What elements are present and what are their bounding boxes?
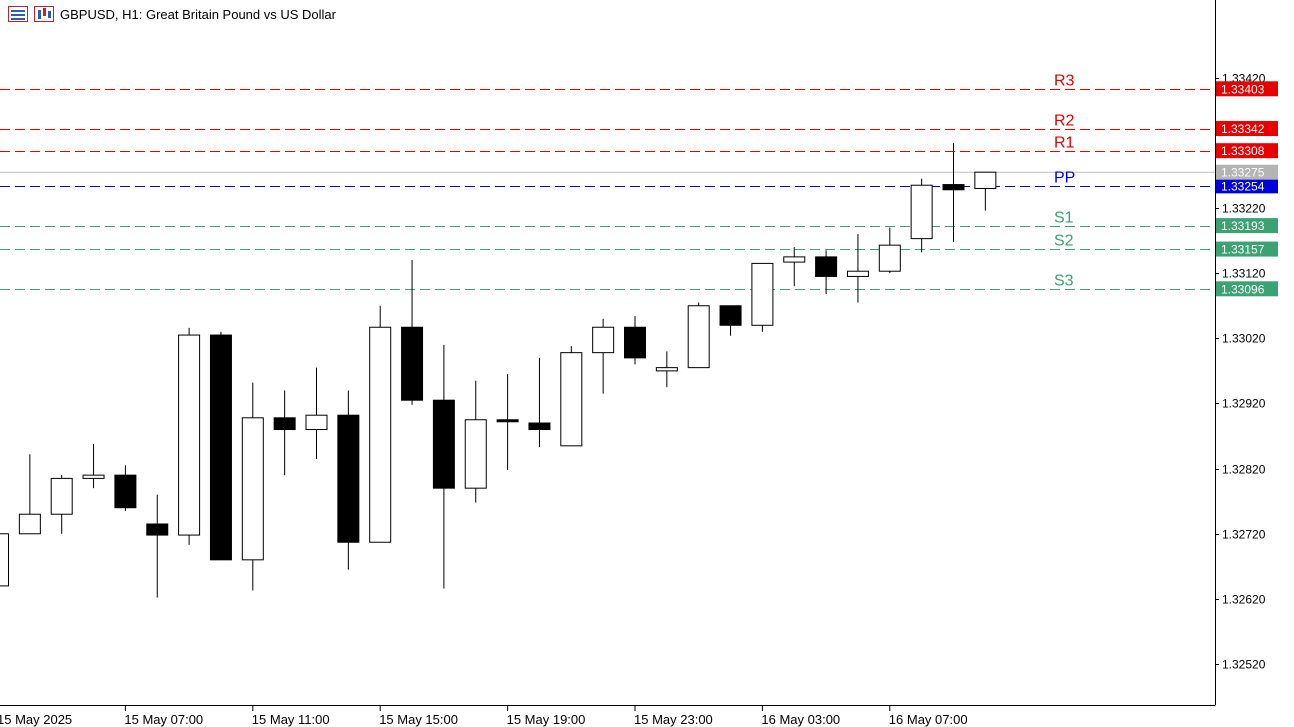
chart-window-icon[interactable] <box>34 6 54 22</box>
candle-body <box>974 171 997 189</box>
axis-layer: 1.334201.332201.331201.330201.329201.328… <box>0 0 1266 727</box>
x-tick-label: 15 May 2025 <box>0 712 72 727</box>
candle-body <box>18 513 41 535</box>
x-tick-label: 15 May 15:00 <box>379 712 458 727</box>
candle-body <box>751 262 774 326</box>
y-tick-label: 1.33120 <box>1222 267 1266 281</box>
candle-body <box>369 326 392 543</box>
pivot-price-tag-r2-bg <box>1216 121 1278 137</box>
candle-body <box>496 419 519 423</box>
pivot-price-tag-s2-bg <box>1216 241 1278 257</box>
candle-body <box>655 367 678 372</box>
candle-body <box>401 326 424 401</box>
pivot-price-tag-r1-bg <box>1216 143 1278 159</box>
candle-body <box>337 414 360 543</box>
pivot-price-tag-r3-bg <box>1216 81 1278 97</box>
pivot-label-r3: R3 <box>1054 73 1075 90</box>
x-tick-label: 15 May 11:00 <box>252 712 330 727</box>
pivot-price-tag-s2: 1.33157 <box>1221 243 1265 257</box>
x-tick-label: 16 May 07:00 <box>889 712 968 727</box>
candle-body <box>432 399 455 489</box>
pivot-label-s2: S2 <box>1054 233 1074 250</box>
y-tick-label: 1.32920 <box>1222 397 1266 411</box>
y-tick-label: 1.33020 <box>1222 332 1266 346</box>
candle-body <box>50 477 73 515</box>
chart-title-bar: GBPUSD, H1: Great Britain Pound vs US Do… <box>8 4 336 24</box>
candle-body <box>146 523 169 536</box>
pivot-price-tag-s1-bg <box>1216 218 1278 234</box>
candle-body <box>815 256 838 277</box>
y-tick-label: 1.32620 <box>1222 593 1266 607</box>
pivot-label-pp: PP <box>1054 170 1075 187</box>
pivot-price-tag-s3-bg <box>1216 281 1278 297</box>
pivot-price-tag-pp: 1.33254 <box>1221 179 1265 193</box>
pivot-label-s3: S3 <box>1054 273 1074 290</box>
price-tags-layer: 1.33403 1.33342 1.33308 1.33254 1.33193 1.331… <box>1216 81 1278 297</box>
candles-layer <box>0 142 997 598</box>
candle-body <box>878 244 901 272</box>
x-tick-label: 15 May 07:00 <box>124 712 203 727</box>
pivot-price-tag-r2: 1.33342 <box>1221 122 1265 136</box>
pivot-levels-layer: R3 R2 R1 PP S1 S2 S3 <box>0 73 1215 290</box>
y-tick-label: 1.33220 <box>1222 202 1266 216</box>
x-tick-label: 15 May 19:00 <box>507 712 586 727</box>
candle-body <box>846 270 869 277</box>
candle-body <box>719 305 742 326</box>
chart-title: GBPUSD, H1: Great Britain Pound vs US Do… <box>60 6 336 22</box>
y-tick-label: 1.32720 <box>1222 528 1266 542</box>
y-tick-label: 1.32820 <box>1222 463 1266 477</box>
candle-body <box>687 305 710 369</box>
pivot-price-tag-s1: 1.33193 <box>1221 219 1265 233</box>
candle-body <box>942 184 965 191</box>
x-tick-label: 15 May 23:00 <box>634 712 713 727</box>
candle-body <box>592 326 615 354</box>
pivot-label-r1: R1 <box>1054 135 1075 152</box>
candle-body <box>305 414 328 431</box>
candle-body <box>783 256 806 263</box>
current-price-tag-bg <box>1216 164 1278 180</box>
current-price-tag: 1.33275 <box>1221 166 1265 180</box>
pivot-price-tag-s3: 1.33096 <box>1221 282 1265 296</box>
pivot-price-tag-r1: 1.33308 <box>1221 144 1265 158</box>
candle-body <box>624 326 646 359</box>
candle-body <box>0 533 9 587</box>
candle-body <box>241 417 264 561</box>
candle-body <box>82 474 105 479</box>
pivot-price-tag-pp-bg <box>1216 178 1278 194</box>
candle-body <box>528 422 551 431</box>
pivot-label-s1: S1 <box>1054 210 1074 227</box>
y-tick-label: 1.32520 <box>1222 658 1266 672</box>
x-tick-label: 16 May 03:00 <box>761 712 840 727</box>
candle-body <box>464 419 487 489</box>
pivot-price-tag-r3: 1.33403 <box>1221 82 1265 96</box>
candle-body <box>560 352 583 447</box>
candle-body <box>114 474 137 509</box>
candle-body <box>209 334 232 561</box>
candle-body <box>910 184 933 240</box>
menu-icon[interactable] <box>8 6 28 22</box>
pivot-label-r2: R2 <box>1054 113 1075 130</box>
candle-body <box>273 417 296 431</box>
candle-body <box>178 334 201 536</box>
